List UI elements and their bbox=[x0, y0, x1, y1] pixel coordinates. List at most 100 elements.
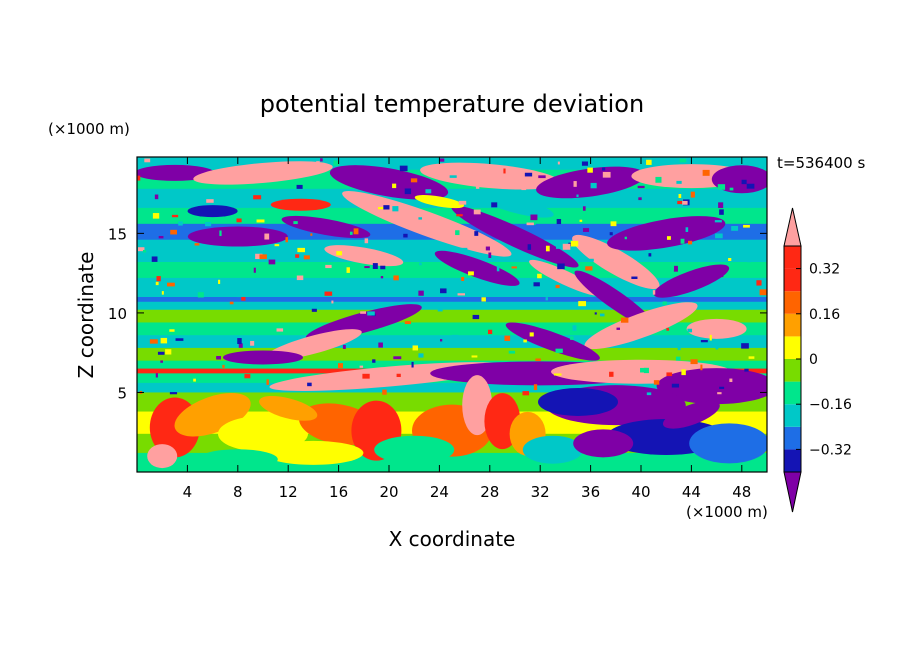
field-blob bbox=[689, 423, 767, 464]
colorbar-bin bbox=[784, 246, 801, 269]
field-speckle bbox=[666, 236, 671, 240]
field-blob bbox=[218, 415, 308, 452]
field-speckle bbox=[331, 300, 334, 304]
field-speckle bbox=[586, 258, 594, 262]
contour-field bbox=[137, 157, 767, 472]
field-speckle bbox=[646, 159, 652, 165]
field-speckle bbox=[471, 355, 478, 358]
field-speckle bbox=[268, 259, 276, 265]
field-speckle bbox=[418, 217, 423, 220]
field-speckle bbox=[718, 202, 724, 209]
field-speckle bbox=[570, 240, 579, 247]
field-speckle bbox=[351, 343, 355, 348]
x-tick-label: 48 bbox=[732, 483, 751, 501]
field-speckle bbox=[621, 167, 625, 171]
colorbar-bin bbox=[784, 381, 801, 405]
field-speckle bbox=[222, 364, 225, 368]
field-speckle bbox=[648, 253, 652, 257]
field-speckle bbox=[690, 359, 698, 365]
field-speckle bbox=[244, 374, 251, 379]
field-speckle bbox=[503, 168, 506, 174]
field-blob bbox=[324, 245, 404, 267]
field-speckle bbox=[404, 321, 412, 325]
field-speckle bbox=[676, 180, 682, 184]
field-speckle bbox=[411, 361, 414, 368]
field-speckle bbox=[582, 206, 586, 211]
field-speckle bbox=[533, 384, 538, 391]
field-speckle bbox=[643, 367, 649, 374]
field-band bbox=[137, 382, 767, 393]
field-speckle bbox=[193, 378, 196, 382]
field-speckle bbox=[553, 373, 562, 376]
field-speckle bbox=[378, 207, 386, 210]
field-speckle bbox=[537, 273, 542, 279]
field-speckle bbox=[715, 233, 723, 239]
field-speckle bbox=[412, 345, 419, 351]
field-speckle bbox=[680, 238, 685, 244]
field-speckle bbox=[296, 184, 303, 189]
field-blob bbox=[420, 162, 560, 190]
field-speckle bbox=[529, 332, 534, 337]
field-speckle bbox=[439, 158, 445, 162]
field-speckle bbox=[393, 356, 402, 360]
field-speckle bbox=[158, 262, 161, 269]
field-blob bbox=[538, 388, 618, 416]
field-blob bbox=[536, 166, 646, 199]
field-speckle bbox=[557, 263, 565, 270]
field-speckle bbox=[653, 380, 660, 385]
field-speckle bbox=[156, 276, 161, 282]
x-tick-label: 44 bbox=[682, 483, 701, 501]
x-tick-label: 20 bbox=[379, 483, 398, 501]
field-speckle bbox=[697, 220, 703, 223]
field-blob bbox=[270, 198, 331, 211]
field-speckle bbox=[461, 247, 468, 251]
field-speckle bbox=[590, 182, 597, 189]
field-speckle bbox=[666, 372, 673, 377]
field-blob bbox=[263, 440, 364, 465]
field-speckle bbox=[392, 183, 397, 189]
field-speckle bbox=[154, 194, 159, 200]
field-speckle bbox=[229, 301, 234, 305]
field-speckle bbox=[682, 200, 688, 205]
field-blob bbox=[663, 400, 720, 429]
field-speckle bbox=[700, 339, 708, 343]
field-speckle bbox=[596, 185, 601, 191]
field-speckle bbox=[316, 161, 320, 167]
field-speckle bbox=[161, 291, 164, 295]
field-blob bbox=[374, 435, 455, 464]
field-speckle bbox=[451, 334, 459, 339]
field-speckle bbox=[437, 309, 443, 312]
field-speckle bbox=[324, 291, 333, 296]
x-tick-label: 8 bbox=[233, 483, 243, 501]
field-speckle bbox=[530, 214, 538, 221]
field-speckle bbox=[609, 371, 614, 377]
field-speckle bbox=[274, 244, 280, 247]
field-speckle bbox=[311, 308, 317, 312]
field-speckle bbox=[481, 297, 486, 302]
x-axis: 4 8 12 16 20 24 28 32 36 40 44 48 bbox=[183, 157, 751, 501]
field-speckle bbox=[458, 200, 467, 205]
field-speckle bbox=[380, 265, 386, 270]
field-speckle bbox=[337, 363, 343, 369]
y-unit-label: (×1000 m) bbox=[48, 120, 130, 138]
field-speckle bbox=[709, 334, 712, 341]
field-speckle bbox=[747, 259, 751, 263]
field-speckle bbox=[609, 232, 613, 236]
field-speckle bbox=[662, 301, 667, 305]
field-speckle bbox=[666, 327, 670, 331]
field-speckle bbox=[473, 209, 481, 215]
colorbar-bin bbox=[784, 359, 801, 382]
field-speckle bbox=[616, 327, 621, 330]
field-speckle bbox=[557, 161, 560, 165]
field-speckle bbox=[743, 203, 749, 208]
field-speckle bbox=[545, 245, 550, 252]
field-blob bbox=[197, 449, 278, 470]
field-speckle bbox=[474, 231, 479, 236]
field-speckle bbox=[264, 233, 270, 240]
field-speckle bbox=[253, 267, 256, 273]
field-speckle bbox=[545, 297, 548, 301]
field-blob bbox=[572, 234, 660, 290]
field-speckle bbox=[367, 311, 375, 316]
field-speckle bbox=[418, 290, 424, 296]
